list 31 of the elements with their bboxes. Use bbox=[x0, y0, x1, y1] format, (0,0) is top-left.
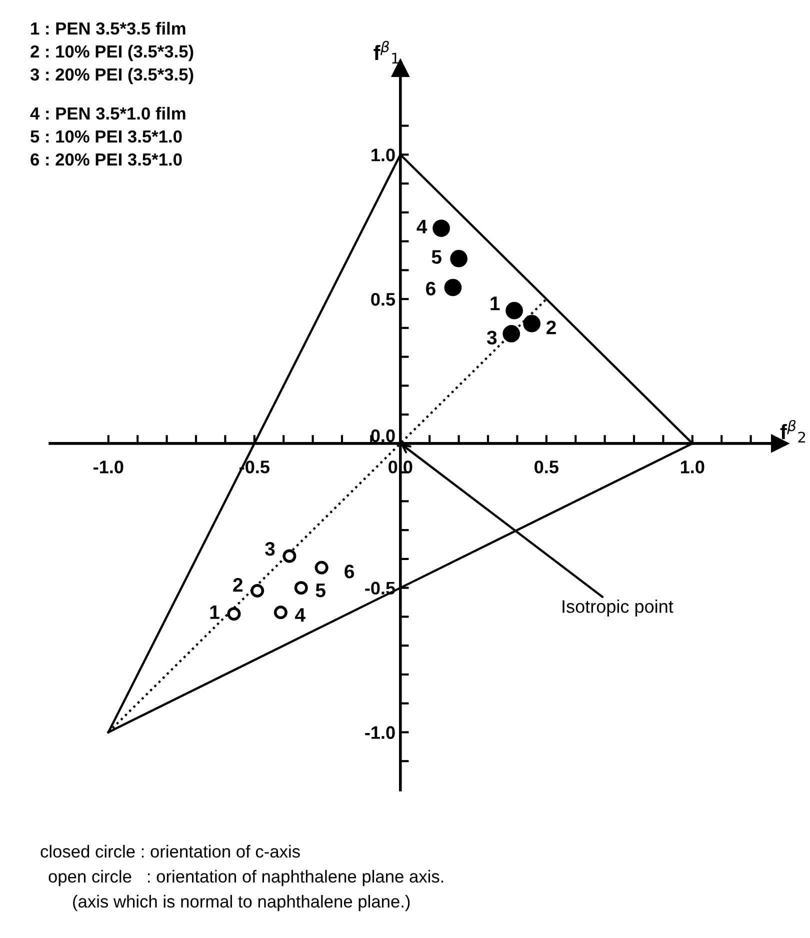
x-axis-title: f$^{β}$$_{2}$ bbox=[780, 420, 806, 443]
annotation: 1 bbox=[210, 605, 220, 619]
annotation: 1 bbox=[490, 296, 500, 310]
annotation: 5 : 10% PEI 3.5*1.0 bbox=[30, 130, 182, 143]
text: closed circle : orientation of c-axis bbox=[40, 844, 300, 858]
annotation: 2 bbox=[546, 320, 556, 334]
annotation: 4 bbox=[295, 608, 306, 622]
y-tick-label: 0.0 bbox=[371, 429, 395, 442]
annotation: 4 bbox=[416, 220, 428, 234]
annotation: 2 bbox=[233, 578, 243, 592]
x-tick-label: 0.5 bbox=[534, 460, 558, 474]
annotation: 6 bbox=[426, 282, 436, 296]
text: open circle : orientation of naphthalene plane axis. bbox=[48, 870, 444, 886]
y-tick-label: -1.0 bbox=[365, 726, 395, 739]
annotation: 6 : 20% PEI 3.5*1.0 bbox=[30, 153, 182, 166]
annotation: 5 bbox=[432, 250, 442, 264]
x-tick-label: -1.0 bbox=[94, 460, 124, 474]
text: 2 : 10% PEI (3.5*3.5) bbox=[30, 44, 194, 62]
annotation: 6 bbox=[344, 564, 354, 578]
y-tick-label: 0.5 bbox=[371, 292, 396, 306]
annotation: 3 : 20% PEI (3.5*3.5) bbox=[30, 68, 194, 84]
y-tick-label: 1.0 bbox=[372, 148, 395, 162]
y-axis-title: f$^{β}$$_{1}$ bbox=[374, 40, 398, 64]
annotation: 5 bbox=[316, 584, 326, 598]
x-tick-label: 1.0 bbox=[680, 460, 704, 474]
annotation: 3 bbox=[486, 330, 497, 344]
annotation: Isotropic point bbox=[562, 600, 674, 616]
text: 1 : PEN 3.5*3.5 film bbox=[31, 22, 186, 35]
annotation: 3 bbox=[265, 542, 275, 556]
annotation: 4 : PEN 3.5*1.0 film bbox=[30, 106, 186, 120]
text: (axis which is normal to naphthalene plane.) bbox=[73, 894, 410, 912]
